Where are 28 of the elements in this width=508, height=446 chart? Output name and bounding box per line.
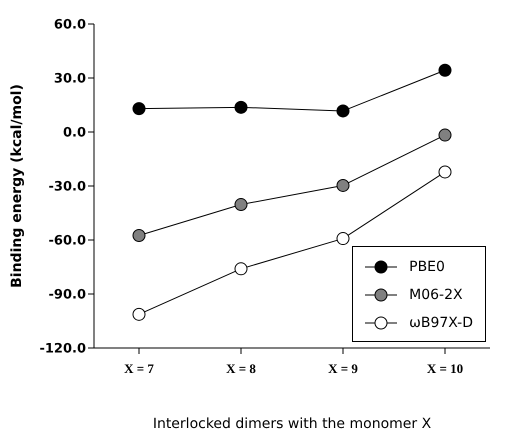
point [336, 232, 350, 246]
x-axis-title: Interlocked dimers with the monomer X [152, 416, 432, 432]
x-tick-label: X = 10 [426, 361, 464, 376]
point [438, 128, 452, 142]
point [132, 229, 146, 242]
point [438, 165, 452, 178]
point [234, 198, 248, 212]
y-tick-label: 60.0 [54, 18, 86, 33]
y-axis-title: Binding energy (kcal/mol) [8, 84, 25, 288]
y-tick-label: 30.0 [54, 72, 86, 87]
x-tick-label: X = 8 [226, 361, 256, 376]
point [132, 308, 146, 321]
point [336, 104, 350, 118]
y-tick-label: -120.0 [39, 342, 86, 357]
legend-label: M06-2X [409, 287, 463, 303]
point [336, 178, 350, 192]
y-tick-label: 0.0 [62, 126, 86, 141]
point [438, 64, 452, 77]
y-tick-label: -60.0 [48, 234, 86, 249]
y-tick-label: -90.0 [48, 288, 86, 303]
point [234, 262, 248, 276]
legend-label: ωB97X-D [409, 315, 473, 331]
point [132, 102, 146, 116]
legend-label: PBE0 [409, 259, 445, 275]
x-tick-label: X = 9 [328, 361, 358, 376]
y-tick-label: -30.0 [48, 180, 86, 195]
point [234, 100, 248, 114]
x-tick-label: X = 7 [124, 361, 154, 376]
